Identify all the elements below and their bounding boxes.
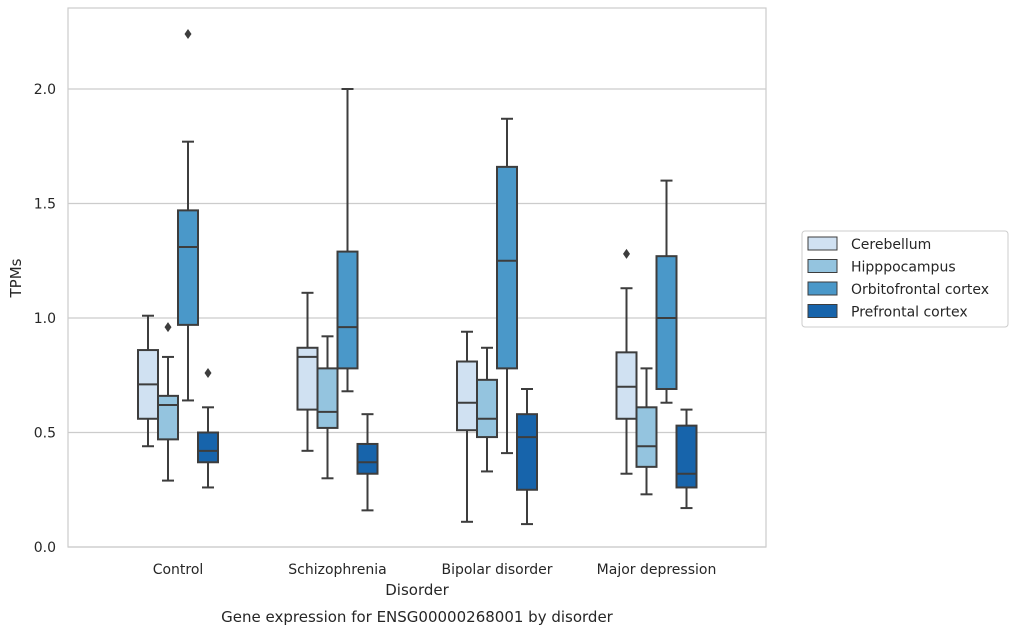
box-series-group bbox=[137, 29, 698, 526]
box-2-3 bbox=[655, 179, 678, 404]
box-1-1 bbox=[316, 335, 339, 480]
x-tick-label: Schizophrenia bbox=[288, 562, 386, 578]
y-tick-label: 2.0 bbox=[34, 82, 56, 98]
box-iqr bbox=[476, 378, 498, 439]
box-1-3 bbox=[635, 367, 658, 496]
box-0-3 bbox=[615, 248, 638, 475]
legend: Cerebellum Hipppocampus Orbitofrontal cort… bbox=[801, 230, 1009, 328]
box-iqr bbox=[496, 165, 518, 370]
box-3-0 bbox=[197, 367, 219, 489]
box-iqr bbox=[516, 413, 538, 491]
outlier-point bbox=[623, 248, 630, 259]
box-3-1 bbox=[356, 413, 379, 512]
box-iqr bbox=[316, 367, 339, 429]
plot-frame bbox=[67, 7, 767, 548]
outlier-point bbox=[164, 322, 172, 333]
box-iqr bbox=[356, 442, 379, 475]
x-tick-label: Bipolar disorder bbox=[441, 562, 552, 578]
outlier-point bbox=[184, 29, 192, 40]
box-1-0 bbox=[157, 322, 179, 482]
legend-swatch bbox=[807, 259, 838, 273]
box-3-2 bbox=[516, 387, 538, 526]
box-iqr bbox=[655, 255, 678, 390]
x-tick-labels: Control Schizophrenia Bipolar disorder Majo… bbox=[153, 562, 717, 578]
box-2-1 bbox=[336, 88, 359, 393]
box-0-1 bbox=[296, 291, 319, 452]
y-tick-labels: 0.0 0.5 1.0 1.5 2.0 bbox=[34, 82, 56, 556]
box-iqr bbox=[456, 360, 478, 432]
legend-label: Cerebellum bbox=[851, 237, 931, 253]
y-axis-label: TPMs bbox=[7, 258, 25, 298]
y-tick-label: 0.0 bbox=[34, 540, 56, 556]
box-2-0 bbox=[177, 29, 199, 402]
box-iqr bbox=[177, 209, 199, 326]
y-tick-label: 0.5 bbox=[34, 426, 56, 442]
box-iqr bbox=[157, 394, 179, 441]
legend-frame bbox=[801, 230, 1009, 328]
box-0-0 bbox=[137, 314, 159, 448]
box-1-2 bbox=[476, 346, 498, 473]
legend-label: Orbitofrontal cortex bbox=[851, 282, 989, 298]
box-2-2 bbox=[496, 117, 518, 455]
y-tick-label: 1.0 bbox=[34, 311, 56, 327]
chart-caption: Gene expression for ENSG00000268001 by d… bbox=[221, 608, 614, 626]
box-iqr bbox=[197, 431, 219, 464]
y-tick-label: 1.5 bbox=[34, 197, 56, 213]
box-iqr bbox=[675, 424, 698, 489]
legend-swatch bbox=[807, 304, 838, 318]
box-iqr bbox=[336, 250, 359, 370]
x-tick-label: Control bbox=[153, 562, 204, 578]
x-axis-label: Disorder bbox=[385, 581, 449, 599]
legend-label: Hipppocampus bbox=[851, 260, 956, 276]
legend-swatch bbox=[807, 236, 838, 251]
box-iqr bbox=[615, 351, 638, 420]
legend-label: Prefrontal cortex bbox=[851, 305, 968, 321]
x-tick-label: Major depression bbox=[597, 562, 717, 578]
box-iqr bbox=[635, 406, 658, 468]
outlier-point bbox=[204, 367, 212, 378]
legend-swatch bbox=[807, 281, 838, 296]
box-3-3 bbox=[675, 408, 698, 510]
